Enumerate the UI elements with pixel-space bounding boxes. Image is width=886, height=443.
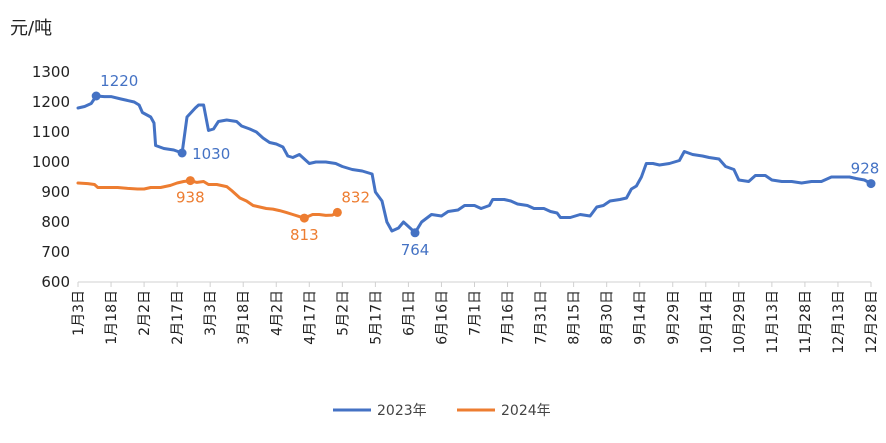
x-tick-label: 1月3日 — [71, 290, 87, 336]
x-tick-label: 7月31日 — [534, 290, 550, 345]
x-tick-label: 6月16日 — [434, 290, 450, 345]
x-tick-label: 2月17日 — [170, 290, 186, 345]
x-tick-label: 11月13日 — [765, 290, 781, 354]
y-tick-label: 900 — [41, 183, 70, 201]
y-tick-label: 700 — [41, 243, 70, 261]
series-line-2 — [76, 179, 339, 220]
data-label: 813 — [290, 226, 319, 244]
x-tick-label: 10月14日 — [699, 290, 715, 354]
data-point-marker — [866, 179, 876, 189]
y-axis-ticks: 600 700 800 900 1000 1100 1200 1300 — [32, 63, 70, 291]
x-tick-label: 6月1日 — [401, 290, 417, 336]
y-axis-label: 元/吨 — [10, 18, 52, 39]
series-layer — [76, 91, 876, 238]
x-tick-label: 8月15日 — [567, 290, 583, 345]
x-tick-label: 5月2日 — [335, 290, 351, 336]
x-tick-label: 8月30日 — [600, 290, 616, 345]
legend: 2023年 2024年 — [333, 403, 551, 419]
data-labels: 1220 1030 764 928 938 813 832 — [100, 72, 879, 259]
x-tick-label: 1月18日 — [104, 290, 120, 345]
data-label: 1030 — [192, 145, 230, 163]
y-tick-label: 1000 — [32, 153, 70, 171]
data-point-marker — [299, 213, 309, 223]
x-tick-label: 4月2日 — [269, 290, 285, 336]
x-tick-label: 3月3日 — [203, 290, 219, 336]
x-tick-label: 12月28日 — [864, 290, 880, 354]
y-tick-label: 600 — [41, 273, 70, 291]
x-axis: 1月3日 1月18日 2月2日 2月17日 3月3日 3月18日 4月2日 4月17日 5月2日… — [71, 281, 880, 354]
data-label: 928 — [851, 160, 880, 178]
x-tick-label: 7月1日 — [468, 290, 484, 336]
x-tick-label: 12月13日 — [831, 290, 847, 354]
data-point-marker — [177, 148, 187, 158]
x-tick-label: 11月28日 — [798, 290, 814, 354]
x-tick-label: 9月14日 — [633, 290, 649, 345]
x-tick-label: 9月29日 — [666, 290, 682, 345]
legend-label: 2024年 — [501, 403, 551, 419]
series-line-1 — [76, 94, 873, 235]
data-point-marker — [91, 91, 101, 101]
data-point-marker — [332, 207, 342, 217]
data-label: 764 — [401, 241, 430, 259]
x-tick-label: 2月2日 — [137, 290, 153, 336]
data-point-marker — [410, 228, 420, 238]
y-tick-label: 1200 — [32, 93, 70, 111]
data-label: 1220 — [100, 72, 138, 90]
x-tick-label: 5月17日 — [368, 290, 384, 345]
y-tick-label: 1100 — [32, 123, 70, 141]
x-tick-label: 4月17日 — [302, 290, 318, 345]
x-tick-label: 3月18日 — [236, 290, 252, 345]
y-tick-label: 800 — [41, 213, 70, 231]
data-point-marker — [185, 176, 195, 186]
data-label: 938 — [176, 189, 205, 207]
legend-label: 2023年 — [377, 403, 427, 419]
y-tick-label: 1300 — [32, 63, 70, 81]
x-tick-label: 7月16日 — [501, 290, 517, 345]
data-label: 832 — [341, 188, 370, 206]
x-tick-label: 10月29日 — [732, 290, 748, 354]
